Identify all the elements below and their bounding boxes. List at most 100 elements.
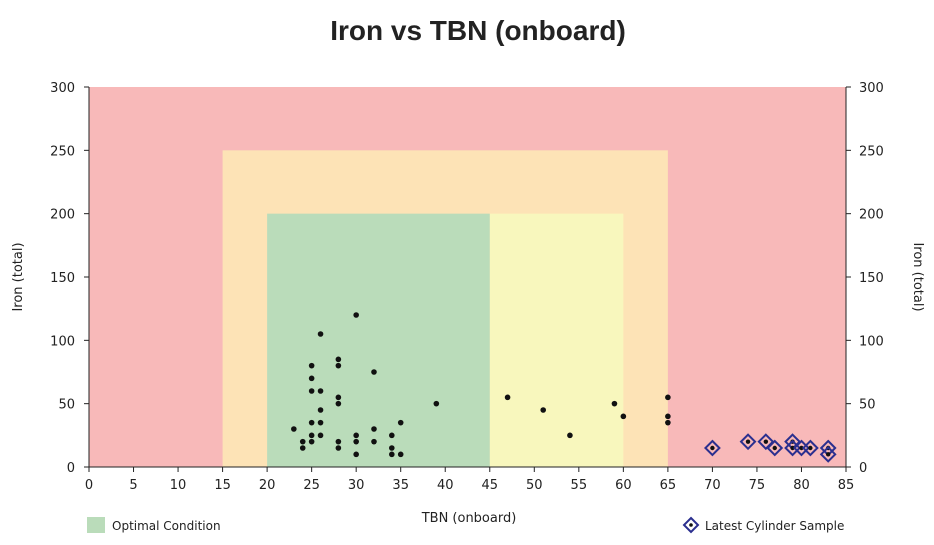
y-tick-label-right: 0: [859, 461, 867, 476]
y-tick-label-left: 300: [50, 81, 75, 96]
latest-sample-point: [703, 439, 721, 457]
legend-green-swatch: [87, 517, 105, 533]
legend-latest: Latest Cylinder Sample: [682, 516, 844, 534]
latest-sample-point: [739, 433, 757, 451]
x-tick-label: 30: [348, 478, 365, 493]
diamond-center-dot: [790, 445, 795, 451]
diamond-marker: [757, 433, 775, 451]
data-point: [308, 432, 315, 439]
data-point: [665, 394, 671, 401]
data-points: [291, 312, 837, 463]
data-point: [317, 432, 324, 439]
data-point: [317, 331, 324, 337]
y-tick-label-left: 150: [50, 271, 75, 286]
data-point: [353, 438, 359, 445]
data-point: [335, 438, 342, 445]
diamond-center-dot: [808, 445, 813, 451]
data-point: [317, 388, 324, 394]
data-point: [299, 438, 306, 445]
x-tick-label: 50: [526, 478, 543, 493]
x-tick-label: 75: [749, 478, 766, 493]
x-tick-label: 35: [392, 478, 409, 493]
x-axis-title: TBN (onboard): [421, 511, 517, 526]
data-point: [308, 388, 315, 394]
data-point: [371, 369, 377, 375]
y-tick-label-right: 50: [859, 398, 876, 413]
chart-title: Iron vs TBN (onboard): [330, 15, 626, 46]
data-point: [371, 426, 377, 432]
data-point: [397, 451, 404, 458]
data-point: [335, 394, 342, 401]
data-point: [567, 432, 573, 439]
legend-diamond-dot: [689, 523, 693, 527]
data-point: [540, 407, 546, 413]
legend-optimal: Optimal Condition: [87, 517, 221, 533]
data-point: [299, 445, 306, 451]
data-point: [504, 394, 511, 401]
legend-latest-label: Latest Cylinder Sample: [705, 519, 844, 533]
x-tick-label: 0: [85, 478, 93, 493]
latest-sample-point: [757, 433, 775, 451]
zone-green: [267, 213, 490, 467]
y-tick-label-left: 200: [50, 208, 75, 223]
x-tick-label: 15: [214, 478, 231, 493]
data-point: [335, 362, 342, 369]
y-axis-title-right: Iron (total): [910, 242, 925, 311]
data-point: [620, 413, 627, 420]
diamond-center-dot: [825, 452, 831, 457]
y-tick-label-left: 100: [50, 334, 75, 349]
data-point: [665, 413, 671, 420]
data-point: [317, 419, 324, 426]
latest-sample-point: [819, 445, 837, 463]
data-point: [335, 400, 342, 407]
data-point: [433, 400, 440, 407]
y-tick-label-left: 0: [67, 461, 75, 476]
legend-optimal-label: Optimal Condition: [112, 519, 221, 533]
data-point: [317, 407, 324, 413]
diamond-marker: [703, 439, 721, 457]
x-tick-label: 70: [704, 478, 721, 493]
x-tick-label: 65: [660, 478, 677, 493]
diamond-center-dot: [799, 445, 804, 451]
y-tick-label-left: 50: [58, 398, 75, 413]
x-tick-label: 20: [259, 478, 276, 493]
data-point: [397, 419, 404, 426]
diamond-center-dot: [772, 445, 777, 451]
x-tick-label: 85: [838, 478, 855, 493]
x-tick-label: 55: [571, 478, 588, 493]
diamond-center-dot: [763, 439, 769, 444]
data-point: [335, 445, 342, 451]
x-tick-label: 25: [303, 478, 320, 493]
data-point: [308, 375, 315, 382]
data-point: [389, 432, 395, 439]
data-point: [665, 419, 671, 426]
data-point: [308, 362, 315, 369]
x-tick-label: 40: [437, 478, 454, 493]
data-point: [353, 312, 359, 318]
data-point: [308, 419, 315, 426]
diamond-center-dot: [745, 439, 751, 444]
y-axis-title-left: Iron (total): [11, 242, 26, 311]
diamond-center-dot: [710, 445, 715, 451]
condition-zones: [89, 87, 846, 468]
latest-sample-point: [801, 439, 819, 457]
x-tick-label: 45: [481, 478, 498, 493]
data-point: [389, 445, 395, 451]
y-tick-label-left: 250: [50, 144, 75, 159]
data-point: [308, 438, 315, 445]
zone-yellow: [489, 213, 624, 467]
x-tick-label: 5: [129, 478, 137, 493]
y-tick-label-right: 150: [859, 271, 884, 286]
data-point: [389, 451, 395, 458]
diamond-marker: [766, 439, 784, 457]
data-point: [371, 438, 377, 445]
data-point: [291, 426, 297, 432]
x-tick-label: 60: [615, 478, 632, 493]
y-tick-label-right: 250: [859, 144, 884, 159]
latest-sample-point: [766, 439, 784, 457]
data-point: [611, 400, 618, 407]
x-tick-label: 10: [170, 478, 187, 493]
axes: 0 5 10 15 20 25 30 35 40 45 50 55 60 65 70 75 80 850 050 50…: [50, 81, 884, 493]
x-tick-label: 80: [793, 478, 810, 493]
